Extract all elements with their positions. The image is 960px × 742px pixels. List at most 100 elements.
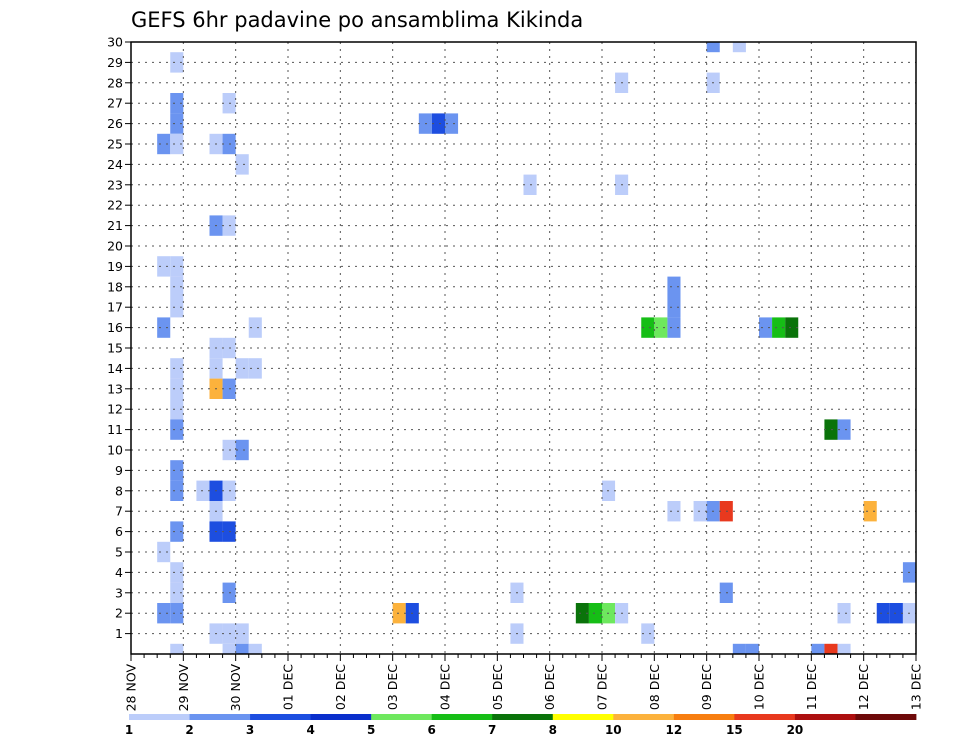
- x-tick-label: 13 DEC: [909, 664, 924, 710]
- y-tick-label: 2: [115, 606, 123, 621]
- y-tick-label: 7: [115, 504, 123, 519]
- heatmap-cell: [863, 501, 877, 522]
- heatmap-cell: [170, 276, 184, 297]
- y-tick-label: 8: [115, 483, 123, 498]
- heatmap-cell: [824, 643, 838, 654]
- y-tick-label: 18: [107, 279, 123, 294]
- colorbar-swatch: [734, 714, 796, 720]
- y-tick-label: 11: [107, 422, 123, 437]
- y-tick-label: 24: [107, 157, 123, 172]
- colorbar-swatch: [794, 714, 856, 720]
- x-tick-label: 11 DEC: [804, 664, 819, 710]
- colorbar-swatch: [189, 714, 251, 720]
- heatmap-cell: [157, 256, 171, 277]
- heatmap-cell: [170, 582, 184, 603]
- y-tick-label: 27: [107, 96, 123, 111]
- heatmap-cell: [157, 317, 171, 338]
- heatmap-cell: [248, 317, 262, 338]
- heatmap-cell: [170, 521, 184, 542]
- colorbar-swatch: [250, 714, 312, 720]
- heatmap-cell: [759, 317, 773, 338]
- colorbar-label: 20: [787, 723, 804, 737]
- heatmap-cell: [706, 42, 720, 53]
- heatmap-cell: [170, 256, 184, 277]
- heatmap-cell: [170, 460, 184, 481]
- heatmap-cell: [837, 603, 851, 624]
- colorbar-swatch: [129, 714, 190, 720]
- y-tick-label: 28: [107, 75, 123, 90]
- y-tick-label: 20: [107, 239, 123, 254]
- colorbar-swatch: [613, 714, 675, 720]
- colorbar-label: 1: [125, 723, 133, 737]
- heatmap-cell: [824, 419, 838, 440]
- x-tick-label: 30 NOV: [228, 664, 243, 712]
- heatmap-cell: [170, 358, 184, 379]
- colorbar-swatch: [552, 714, 614, 720]
- colorbar-label: 2: [185, 723, 193, 737]
- heatmap-cell: [170, 480, 184, 501]
- heatmap-cell: [745, 643, 759, 654]
- heatmap-cell: [785, 317, 799, 338]
- y-tick-label: 12: [107, 402, 123, 417]
- y-tick-label: 23: [107, 177, 123, 192]
- y-tick-label: 3: [115, 585, 123, 600]
- heatmap-cell: [641, 623, 655, 644]
- y-axis: 1234567891011121314151617181920212223242…: [107, 35, 131, 641]
- heatmap-cell: [235, 358, 249, 379]
- heatmap-cell: [170, 419, 184, 440]
- x-tick-label: 07 DEC: [595, 664, 610, 710]
- y-tick-label: 14: [107, 361, 123, 376]
- heatmap-cell: [157, 133, 171, 155]
- heatmap-cell: [811, 643, 825, 654]
- y-tick-label: 29: [107, 55, 123, 70]
- heatmap-cell: [248, 358, 262, 379]
- heatmap-cell: [170, 113, 184, 134]
- heatmap-cell: [445, 113, 459, 134]
- colorbar-swatch: [431, 714, 493, 720]
- x-tick-label: 09 DEC: [699, 664, 714, 710]
- y-tick-label: 22: [107, 198, 123, 213]
- heatmap-cell: [170, 562, 184, 583]
- heatmap-cell: [170, 133, 184, 155]
- y-tick-label: 25: [107, 137, 123, 152]
- heatmap-cell: [170, 52, 184, 73]
- y-tick-label: 6: [115, 524, 123, 539]
- heatmap-cell: [588, 603, 602, 624]
- x-tick-label: 04 DEC: [438, 664, 453, 710]
- y-tick-label: 21: [107, 218, 123, 233]
- colorbar-label: 7: [488, 723, 496, 737]
- chart-title: GEFS 6hr padavine po ansamblima Kikinda: [131, 8, 583, 32]
- heatmap-cell: [667, 501, 681, 522]
- heatmap-cell: [772, 317, 786, 338]
- grid-lines: [131, 42, 916, 654]
- y-tick-label: 5: [115, 545, 123, 560]
- heatmap-cell: [157, 603, 171, 624]
- heatmap-cell: [654, 317, 668, 338]
- y-tick-label: 9: [115, 463, 123, 478]
- y-tick-label: 26: [107, 116, 123, 131]
- heatmap-cell: [889, 603, 903, 624]
- heatmap-cell: [876, 603, 890, 624]
- heatmap-cell: [575, 603, 589, 624]
- y-tick-label: 17: [107, 300, 123, 315]
- heatmap-cell: [641, 317, 655, 338]
- heatmap-cell: [235, 623, 249, 644]
- y-tick-label: 16: [107, 320, 123, 335]
- heatmap-cell: [837, 419, 851, 440]
- colorbar-swatch: [371, 714, 433, 720]
- heatmap-cell: [235, 643, 249, 654]
- y-tick-label: 13: [107, 381, 123, 396]
- heatmap-cell: [170, 603, 184, 624]
- colorbar-swatch: [673, 714, 735, 720]
- heatmap-cell: [222, 643, 236, 654]
- heatmap-cell: [837, 643, 851, 654]
- x-tick-label: 08 DEC: [647, 664, 662, 710]
- colorbar-label: 6: [428, 723, 436, 737]
- heatmap-cell: [170, 399, 184, 420]
- x-tick-label: 28 NOV: [124, 664, 139, 712]
- y-tick-label: 10: [107, 443, 123, 458]
- colorbar-label: 12: [665, 723, 682, 737]
- colorbar-label: 4: [306, 723, 314, 737]
- heatmap-cell: [235, 439, 249, 461]
- heatmap-cell: [170, 378, 184, 399]
